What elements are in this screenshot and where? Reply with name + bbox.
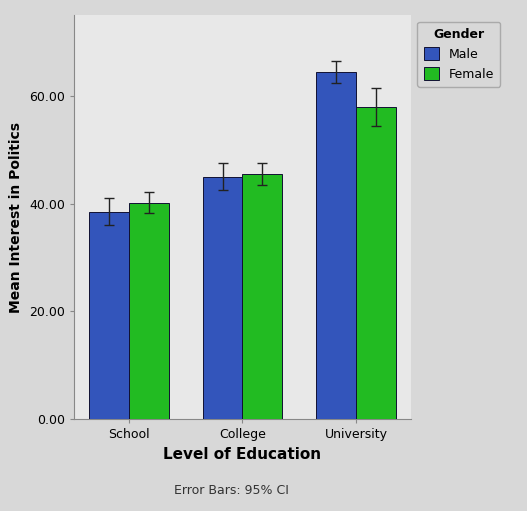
- Bar: [242, 174, 282, 419]
- X-axis label: Level of Education: Level of Education: [163, 447, 321, 461]
- Bar: [316, 72, 356, 419]
- Legend: Male, Female: Male, Female: [417, 21, 500, 87]
- Bar: [89, 212, 129, 419]
- Y-axis label: Mean Interest in Politics: Mean Interest in Politics: [9, 122, 23, 313]
- Bar: [356, 107, 396, 419]
- Bar: [129, 203, 169, 419]
- Bar: [203, 177, 242, 419]
- Text: Error Bars: 95% CI: Error Bars: 95% CI: [174, 484, 289, 497]
